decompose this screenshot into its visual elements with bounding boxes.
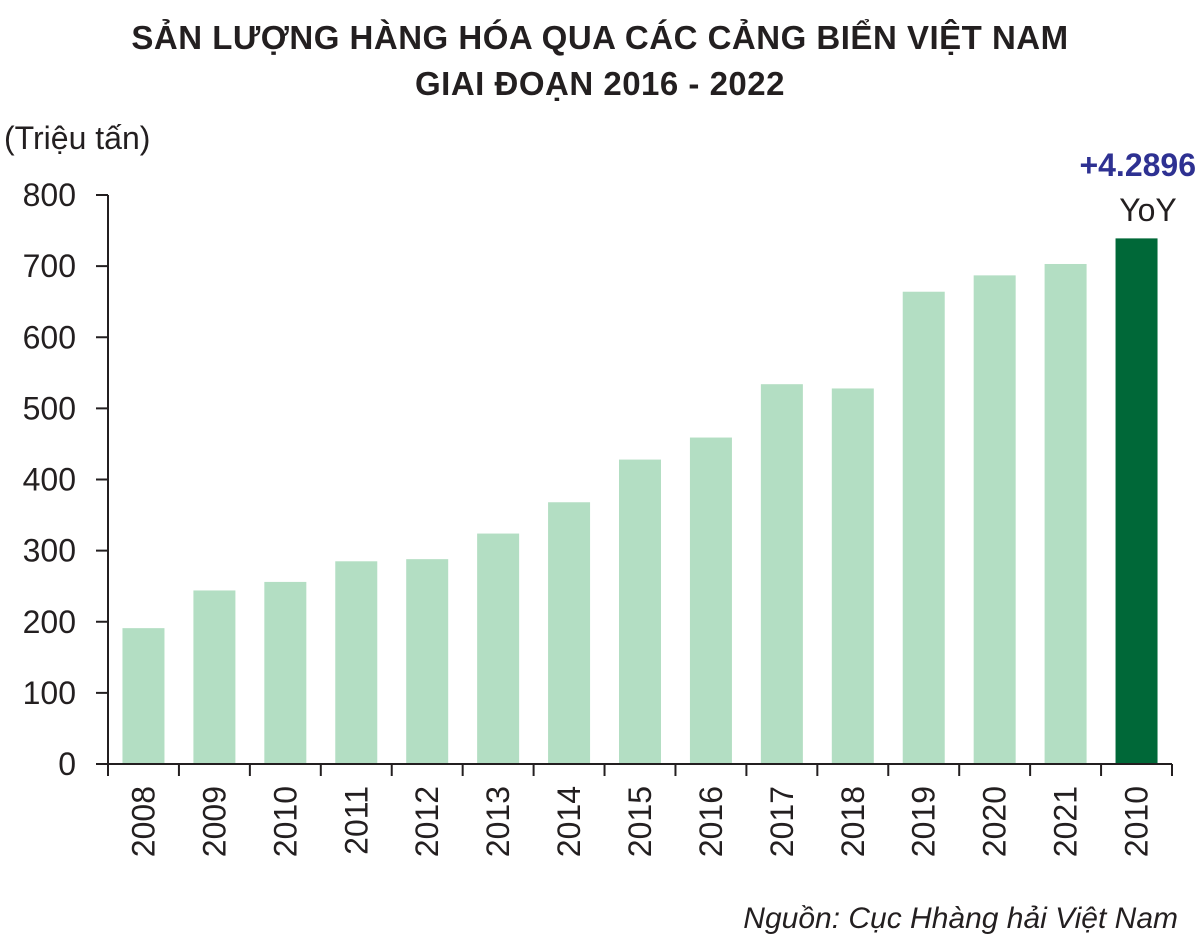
bar — [760, 384, 803, 764]
yoy-value-annotation: +4.2896 — [1079, 147, 1196, 183]
y-axis-label: (Triệu tấn) — [4, 120, 151, 156]
bar — [973, 275, 1016, 764]
bar — [902, 291, 945, 764]
y-tick-label: 400 — [23, 462, 76, 498]
bar — [122, 628, 165, 764]
x-tick-label: 2010 — [1119, 786, 1155, 857]
bar — [193, 590, 236, 764]
x-tick-label: 2009 — [196, 786, 232, 857]
bar — [264, 581, 307, 764]
chart-title: SẢN LƯỢNG HÀNG HÓA QUA CÁC CẢNG BIỂN VIỆ… — [131, 19, 1069, 56]
x-tick-label: 2008 — [125, 786, 161, 857]
x-tick-label: 2019 — [906, 786, 942, 857]
y-tick-label: 300 — [23, 533, 76, 569]
y-tick-label: 100 — [23, 675, 76, 711]
x-tick-label: 2015 — [622, 786, 658, 857]
y-tick-label: 700 — [23, 248, 76, 284]
x-tick-label: 2021 — [1048, 786, 1084, 857]
source-note: Nguồn: Cục Hhàng hải Việt Nam — [743, 902, 1178, 935]
y-tick-label: 600 — [23, 319, 76, 355]
x-tick-label: 2014 — [551, 786, 587, 857]
y-tick-label: 500 — [23, 390, 76, 426]
x-tick-label: 2017 — [764, 786, 800, 857]
chart-subtitle: GIAI ĐOẠN 2016 - 2022 — [415, 65, 785, 102]
x-tick-label: 2016 — [693, 786, 729, 857]
x-tick-label: 2018 — [835, 786, 871, 857]
bar-highlight — [1115, 238, 1158, 765]
x-tick-label: 2013 — [480, 786, 516, 857]
bar — [477, 533, 520, 764]
y-tick-label: 800 — [23, 177, 76, 213]
x-tick-label: 2010 — [267, 786, 303, 857]
y-tick-label: 200 — [23, 604, 76, 640]
y-tick-label: 0 — [58, 746, 76, 782]
bar — [831, 388, 874, 764]
bar — [548, 502, 591, 764]
x-tick-label: 2020 — [977, 786, 1013, 857]
bar — [689, 437, 732, 764]
bar — [1044, 263, 1087, 764]
x-tick-label: 2011 — [338, 786, 374, 855]
bar — [406, 559, 449, 764]
yoy-label-annotation: YoY — [1119, 192, 1177, 228]
x-tick-label: 2012 — [409, 786, 445, 857]
bar — [335, 561, 378, 764]
bar — [619, 459, 661, 764]
